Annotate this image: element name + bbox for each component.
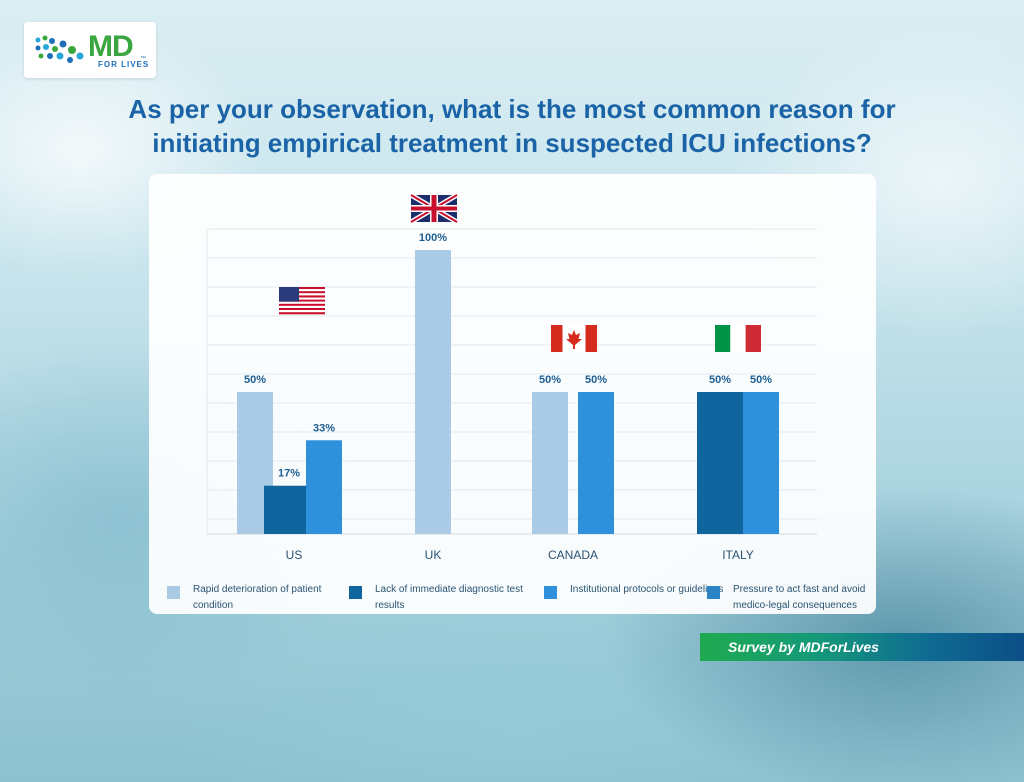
italy-flag-icon	[715, 325, 761, 352]
data-label: 50%	[709, 374, 731, 386]
logo-dots-icon	[35, 35, 84, 63]
canada-flag-icon	[551, 325, 597, 352]
legend-label-3: Institutional protocols or guidelines	[570, 584, 724, 595]
mdforlives-logo: MD FOR LIVES ™	[24, 22, 156, 78]
data-label: 50%	[585, 374, 607, 386]
x-tick-label: UK	[425, 548, 442, 562]
logo-text-md: MD	[88, 30, 134, 63]
survey-banner: Survey by MDForLives	[700, 633, 1024, 661]
bar-us-s3	[306, 440, 342, 534]
logo-trademark: ™	[140, 56, 146, 62]
bar-us-s2	[264, 485, 314, 534]
data-label: 50%	[750, 374, 772, 386]
x-tick-label: ITALY	[722, 548, 754, 562]
bar-italy-s3	[743, 392, 779, 534]
us-flag-icon	[279, 287, 325, 315]
data-label: 50%	[539, 374, 561, 386]
legend-swatch-4	[707, 586, 720, 599]
data-label: 17%	[278, 468, 300, 480]
bar-italy-s2	[697, 392, 743, 534]
logo-subtext: FOR LIVES	[98, 60, 150, 69]
legend-swatch-1	[167, 586, 180, 599]
legend-swatch-2	[349, 586, 362, 599]
x-tick-label: CANADA	[548, 548, 598, 562]
uk-flag-icon	[409, 192, 459, 225]
legend-label-4: Pressure to act fast and avoid medico-le…	[733, 584, 866, 611]
legend-label-1: Rapid deterioration of patient condition	[193, 584, 322, 611]
bar-uk-s1	[415, 250, 451, 534]
bar-chart: 50% 17% 33% US 100% UK 50% 50% CANADA 50% 50% ITALY	[206, 192, 817, 562]
data-label: 33%	[313, 422, 335, 434]
legend-label-2: Lack of immediate diagnostic test result…	[375, 584, 523, 611]
page-title: As per your observation, what is the mos…	[128, 94, 896, 158]
chart-panel: 50% 17% 33% US 100% UK 50% 50% CANADA 50% 50% ITALY…	[149, 174, 876, 614]
survey-label: Survey by MDForLives	[728, 639, 879, 655]
x-tick-label: US	[286, 548, 303, 562]
bar-canada-s1	[532, 392, 568, 534]
logo-text: MD	[88, 30, 134, 64]
bar-canada-s3	[578, 392, 614, 534]
legend-swatch-3	[544, 586, 557, 599]
data-label: 100%	[419, 232, 447, 244]
data-label: 50%	[244, 374, 266, 386]
